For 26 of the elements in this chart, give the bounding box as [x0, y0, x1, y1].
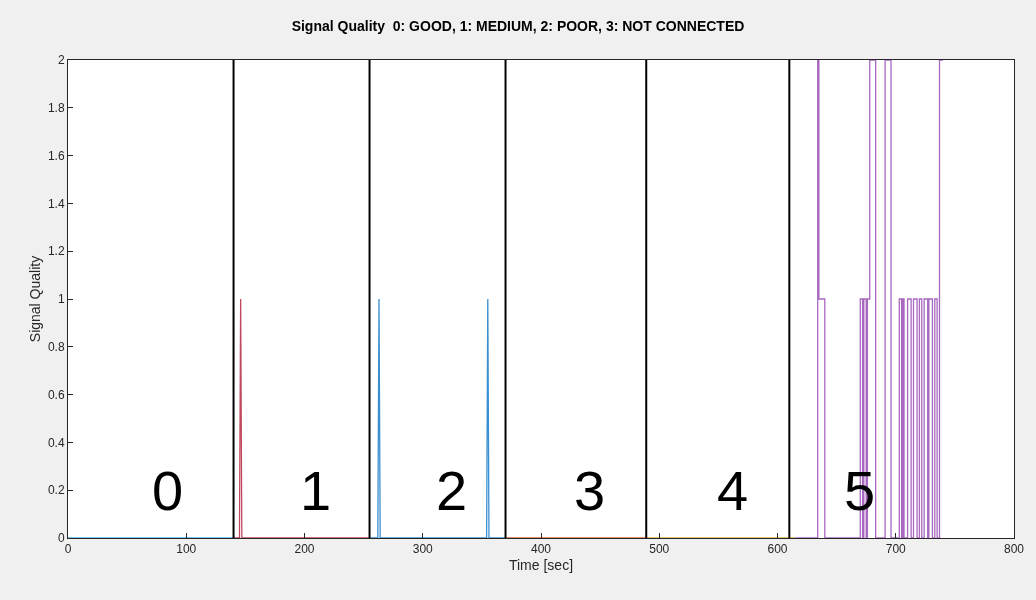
y-tick-label: 0 — [57, 531, 65, 546]
x-tick-label: 100 — [176, 542, 197, 557]
y-tick-label: 1.2 — [47, 244, 65, 259]
x-tick-label: 700 — [885, 542, 907, 557]
annotation: 3 — [574, 459, 606, 522]
y-tick-label: 1 — [57, 292, 65, 307]
annotation: 2 — [436, 459, 468, 522]
y-tick-label: 0.8 — [47, 340, 65, 354]
y-tick-label: 1.8 — [47, 101, 65, 115]
x-tick-label: 800 — [1003, 542, 1025, 557]
y-tick-label: 0.4 — [47, 435, 65, 450]
x-tick-label: 600 — [767, 542, 788, 557]
chart-title: Signal Quality 0: GOOD, 1: MEDIUM, 2: POOR, 3: NOT CONNECTED — [291, 17, 745, 34]
annotation: 4 — [717, 459, 749, 522]
y-tick-label: 2 — [57, 53, 65, 68]
x-tick-label: 300 — [412, 542, 434, 557]
y-tick-label: 1.4 — [47, 196, 65, 211]
x-axis-title: Time [sec] — [508, 556, 574, 573]
annotation: 1 — [300, 459, 332, 522]
y-tick-label: 0.2 — [47, 483, 65, 498]
x-tick-label: 500 — [649, 542, 670, 557]
x-tick-label: 400 — [530, 542, 552, 557]
y-axis-title: Signal Quality — [26, 255, 43, 343]
y-tick-label: 0.6 — [47, 387, 65, 402]
y-tick-label: 1.6 — [47, 148, 65, 163]
x-tick-label: 200 — [294, 542, 315, 557]
